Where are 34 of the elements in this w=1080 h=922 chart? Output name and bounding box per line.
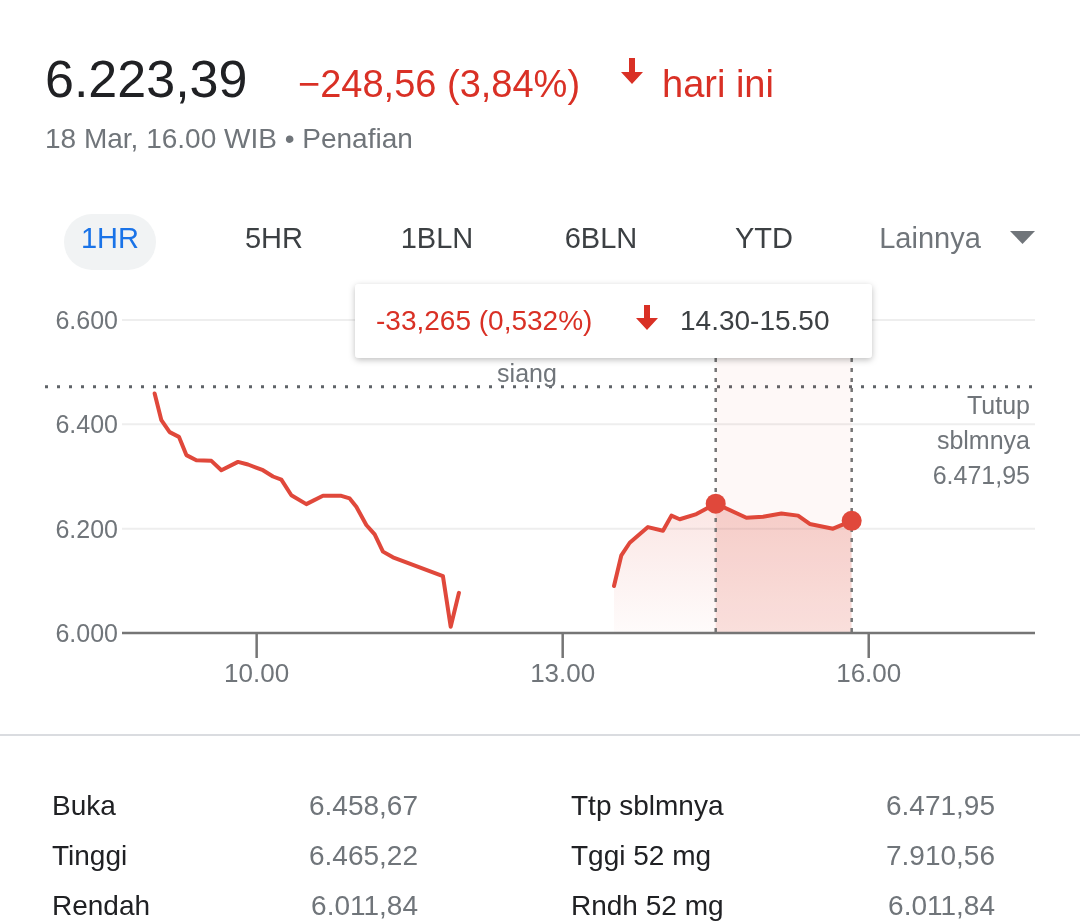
- chart-subtitle: −248,56 (3,84%): [298, 63, 581, 105]
- y-tick-label: 6.400: [55, 410, 118, 439]
- text: 6.465,22: [309, 840, 418, 871]
- text: 6BLN: [564, 222, 638, 254]
- text: Tinggi: [52, 840, 128, 871]
- text: 1BLN: [400, 222, 474, 254]
- text: 6.011,84: [888, 890, 995, 921]
- chart-title: 6.223,39: [45, 50, 248, 108]
- y-tick-label: 6.200: [55, 514, 118, 543]
- x-tick-label: 10.00: [224, 658, 290, 688]
- text: hari ini: [662, 63, 774, 105]
- text: Tggi 52 mg: [571, 840, 712, 871]
- text: 7.910,56: [886, 840, 995, 871]
- text: Buka: [52, 790, 117, 821]
- annotation: siang: [497, 359, 557, 387]
- y-tick-label: 6.000: [55, 619, 118, 647]
- text: 6.458,67: [309, 790, 418, 821]
- text: YTD: [735, 222, 793, 254]
- y-tick-label: 6.600: [55, 306, 118, 334]
- text: Ttp sblmnya: [571, 790, 724, 821]
- x-tick-label: 13.00: [530, 658, 596, 688]
- text: 5HR: [244, 222, 304, 254]
- text: 18 Mar, 16.00 WIB • Penafian: [45, 123, 413, 154]
- text: Rndh 52 mg: [571, 890, 724, 921]
- text: 6.011,84: [311, 890, 418, 921]
- text: 1HR: [80, 222, 140, 254]
- text: Rendah: [52, 890, 151, 921]
- annotation: -33,265 (0,532%): [376, 305, 593, 336]
- ref-line-label: Tutup sblmnya 6.471,95: [932, 390, 1031, 489]
- x-tick-label: 16.00: [836, 658, 902, 688]
- text: Lainnya: [879, 222, 982, 254]
- annotation: 14.30-15.50: [680, 305, 830, 336]
- line-series: [152, 391, 461, 629]
- text: 6.471,95: [886, 790, 995, 821]
